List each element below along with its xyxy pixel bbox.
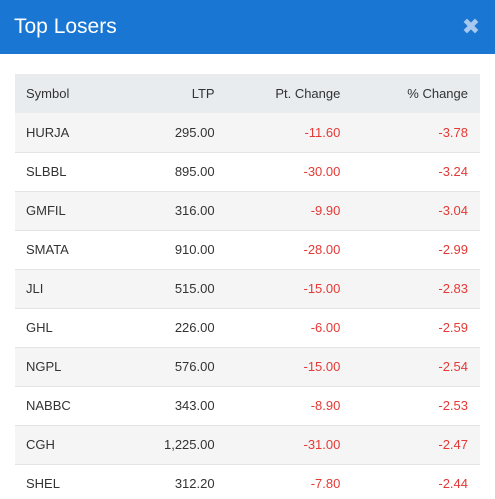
table-row[interactable]: NGPL 576.00 -15.00 -2.54 <box>15 347 480 386</box>
table-row[interactable]: JLI 515.00 -15.00 -2.83 <box>15 269 480 308</box>
pt-change-cell: -15.00 <box>303 359 341 374</box>
losers-table-container: Symbol LTP Pt. Change % Change HURJA 295… <box>15 74 480 499</box>
table-row[interactable]: GMFIL 316.00 -9.90 -3.04 <box>15 191 480 230</box>
column-header-ltp[interactable]: LTP <box>191 86 215 101</box>
pct-change-cell: -2.83 <box>438 281 468 296</box>
table-body: HURJA 295.00 -11.60 -3.78 SLBBL 895.00 -… <box>15 113 480 499</box>
symbol-cell[interactable]: JLI <box>26 281 44 296</box>
modal-header: Top Losers ✖ <box>0 0 495 54</box>
column-header-symbol[interactable]: Symbol <box>26 86 70 101</box>
symbol-cell[interactable]: GHL <box>26 320 53 335</box>
symbol-cell[interactable]: HURJA <box>26 124 70 140</box>
pct-change-cell: -2.99 <box>438 242 468 257</box>
symbol-cell[interactable]: SHEL <box>26 476 60 491</box>
ltp-cell: 295.00 <box>174 124 215 140</box>
ltp-cell: 576.00 <box>174 359 215 374</box>
pt-change-cell: -15.00 <box>303 281 341 296</box>
pct-change-cell: -2.54 <box>438 359 468 374</box>
pt-change-cell: -6.00 <box>310 320 341 335</box>
ltp-cell: 910.00 <box>174 242 215 257</box>
table-row[interactable]: CGH 1,225.00 -31.00 -2.47 <box>15 425 480 464</box>
symbol-cell[interactable]: SLBBL <box>26 164 67 179</box>
losers-table: Symbol LTP Pt. Change % Change HURJA 295… <box>15 74 480 499</box>
pct-change-cell: -3.24 <box>438 164 468 179</box>
modal-title: Top Losers <box>14 15 117 38</box>
pt-change-cell: -7.80 <box>310 476 341 491</box>
pt-change-cell: -31.00 <box>303 437 341 452</box>
symbol-cell[interactable]: NGPL <box>26 359 62 374</box>
pt-change-cell: -11.60 <box>304 124 341 140</box>
table-row[interactable]: NABBC 343.00 -8.90 -2.53 <box>15 386 480 425</box>
table-header: Symbol LTP Pt. Change % Change <box>15 74 480 113</box>
table-row[interactable]: SMATA 910.00 -28.00 -2.99 <box>15 230 480 269</box>
symbol-cell[interactable]: GMFIL <box>26 203 66 218</box>
table-row[interactable]: HURJA 295.00 -11.60 -3.78 <box>15 113 480 152</box>
symbol-cell[interactable]: SMATA <box>26 242 69 257</box>
ltp-cell: 312.20 <box>174 476 215 491</box>
ltp-cell: 316.00 <box>174 203 215 218</box>
table-header-row: Symbol LTP Pt. Change % Change <box>15 74 480 113</box>
pt-change-cell: -8.90 <box>310 398 341 413</box>
pt-change-cell: -28.00 <box>303 242 341 257</box>
pct-change-cell: -2.47 <box>438 437 468 452</box>
pct-change-cell: -2.44 <box>438 476 468 491</box>
ltp-cell: 515.00 <box>174 281 215 296</box>
ltp-cell: 343.00 <box>174 398 215 413</box>
pct-change-cell: -2.53 <box>438 398 468 413</box>
table-row[interactable]: GHL 226.00 -6.00 -2.59 <box>15 308 480 347</box>
table-row[interactable]: SLBBL 895.00 -30.00 -3.24 <box>15 152 480 191</box>
ltp-cell: 1,225.00 <box>163 437 215 452</box>
column-header-pct-change[interactable]: % Change <box>407 86 468 101</box>
close-icon[interactable]: ✖ <box>461 14 481 39</box>
column-header-pt-change[interactable]: Pt. Change <box>275 86 341 101</box>
pct-change-cell: -2.59 <box>438 320 468 335</box>
ltp-cell: 895.00 <box>174 164 215 179</box>
symbol-cell[interactable]: CGH <box>26 437 55 452</box>
table-row[interactable]: SHEL 312.20 -7.80 -2.44 <box>15 464 480 499</box>
pct-change-cell: -3.04 <box>438 203 468 218</box>
pt-change-cell: -9.90 <box>310 203 341 218</box>
pct-change-cell: -3.78 <box>438 124 468 140</box>
pt-change-cell: -30.00 <box>303 164 341 179</box>
symbol-cell[interactable]: NABBC <box>26 398 71 413</box>
ltp-cell: 226.00 <box>174 320 215 335</box>
